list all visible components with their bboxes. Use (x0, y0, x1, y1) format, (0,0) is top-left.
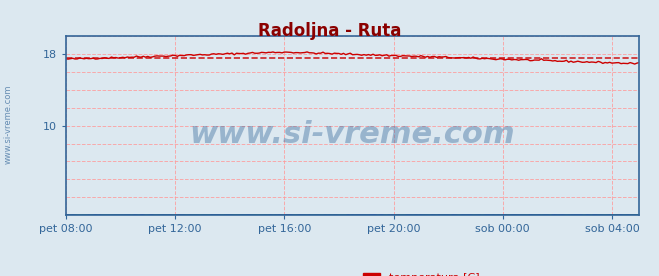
Legend: temperatura [C], pretok [m3/s]: temperatura [C], pretok [m3/s] (359, 268, 484, 276)
Text: www.si-vreme.com: www.si-vreme.com (3, 84, 13, 164)
Text: Radoljna - Ruta: Radoljna - Ruta (258, 22, 401, 40)
Text: www.si-vreme.com: www.si-vreme.com (190, 120, 515, 149)
